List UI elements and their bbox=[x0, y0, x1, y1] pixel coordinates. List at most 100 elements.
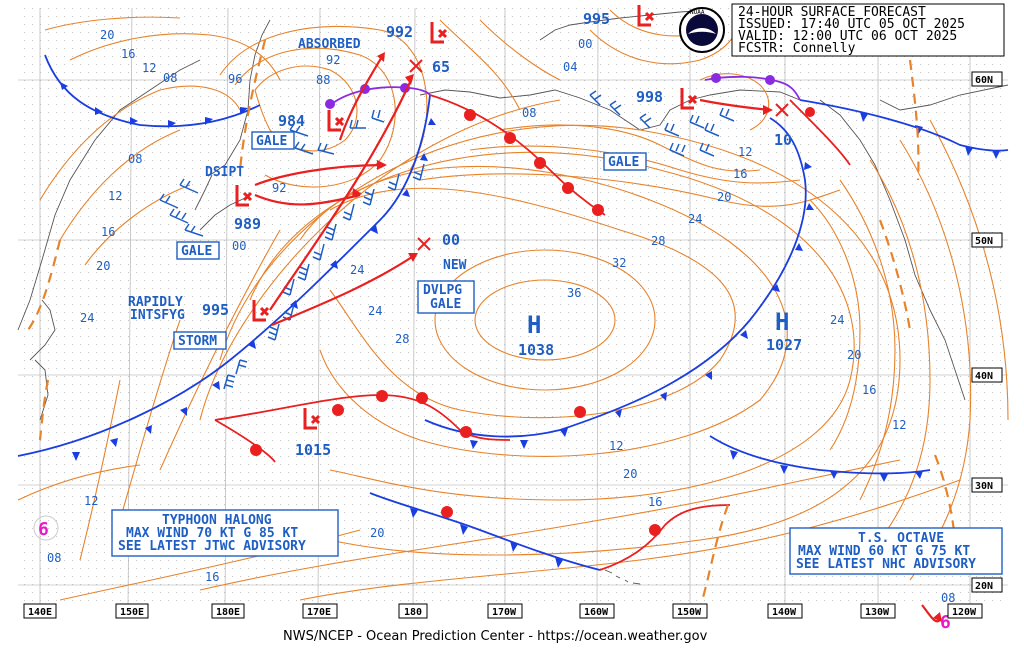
isobar-value: 20 bbox=[100, 28, 114, 42]
dvlpg-tag: DVLPG bbox=[423, 283, 462, 298]
centers: H 1038 H 1027 bbox=[518, 308, 802, 359]
isobar-value: NOAA bbox=[690, 9, 705, 16]
rapidly-label: INTSFYG bbox=[130, 308, 185, 323]
isobar-value: 20 bbox=[370, 526, 384, 540]
isobar-value: 20 bbox=[96, 259, 110, 273]
advisory-line: MAX WIND 60 KT G 75 KT bbox=[798, 544, 970, 559]
isobar-value: 30N bbox=[975, 481, 993, 492]
isobar-value: 08 bbox=[522, 106, 536, 120]
low-pressure: 989 bbox=[234, 215, 261, 233]
isobar-value: 12 bbox=[892, 418, 906, 432]
center-symbol: H bbox=[775, 308, 789, 336]
storm-symbol: 6 bbox=[940, 612, 951, 633]
isobar-value: 08 bbox=[941, 591, 955, 605]
dsipt-label: DSIPT bbox=[205, 165, 244, 180]
isobar-value: 20 bbox=[847, 348, 861, 362]
low-pressure: 995 bbox=[583, 10, 610, 28]
forecast-pressure: 10 bbox=[774, 131, 792, 149]
isobar-value: 24 bbox=[80, 311, 94, 325]
center-symbol: H bbox=[527, 311, 541, 339]
center-pressure: 1027 bbox=[766, 336, 802, 354]
isobar-value: 12 bbox=[84, 494, 98, 508]
isobar-value: 24 bbox=[350, 263, 364, 277]
low-pressure: 992 bbox=[386, 23, 413, 41]
isobar-value: 16 bbox=[121, 47, 135, 61]
advisory-boxes: TYPHOON HALONG MAX WIND 70 KT G 85 KT SE… bbox=[111, 509, 1003, 575]
isobar-value: 170W bbox=[492, 607, 517, 618]
coastlines bbox=[17, 9, 1009, 585]
isobar-value: 140E bbox=[28, 607, 52, 618]
low-pressure: 998 bbox=[636, 88, 663, 106]
isobar-value: 130W bbox=[865, 607, 890, 618]
advisory-line: SEE LATEST JTWC ADVISORY bbox=[118, 539, 306, 554]
lon-labels: 140E 150E 180E 170E 180 170W 160W 150W 1… bbox=[23, 603, 983, 619]
isobar-value: 08 bbox=[163, 71, 177, 85]
isobar-value: 36 bbox=[567, 286, 581, 300]
new-label: NEW bbox=[443, 258, 467, 273]
header-title: 24-HOUR SURFACE FORECAST bbox=[738, 5, 926, 20]
isobar-value: 28 bbox=[651, 234, 665, 248]
isobar-value: 08 bbox=[128, 152, 142, 166]
gale-tag: GALE bbox=[181, 244, 212, 259]
isobar-value: 24 bbox=[688, 212, 702, 226]
low-pressure: 995 bbox=[202, 301, 229, 319]
dvlpg-tag-gale: GALE bbox=[430, 297, 461, 312]
isobar-value: 24 bbox=[830, 313, 844, 327]
lat-labels: 60N 50N 40N 30N 20N bbox=[971, 71, 1003, 593]
advisory-line: MAX WIND 70 KT G 85 KT bbox=[126, 526, 298, 541]
isobar-value: 16 bbox=[101, 225, 115, 239]
absorbed-label: ABSORBED bbox=[298, 37, 361, 52]
isobar-value: 16 bbox=[648, 495, 662, 509]
noaa-logo: NOAA bbox=[679, 7, 725, 53]
isobar-value: 24 bbox=[368, 304, 382, 318]
low-markers bbox=[235, 5, 698, 430]
header-box: 24-HOUR SURFACE FORECAST ISSUED: 17:40 U… bbox=[731, 3, 1005, 57]
gale-tag: GALE bbox=[256, 134, 287, 149]
low-pressure: 984 bbox=[278, 112, 305, 130]
isobar-value: 170E bbox=[307, 607, 331, 618]
isobar-value: 50N bbox=[975, 236, 993, 247]
isobar-value: 96 bbox=[228, 72, 242, 86]
typhoon-symbol: 6 bbox=[33, 515, 59, 541]
advisory-line: SEE LATEST NHC ADVISORY bbox=[796, 557, 976, 572]
isobar-value: 150E bbox=[120, 607, 144, 618]
advisory-line: T.S. OCTAVE bbox=[858, 531, 944, 546]
isobar-value: 120W bbox=[952, 607, 977, 618]
isobar-value: 00 bbox=[578, 37, 592, 51]
isobar-value: 140W bbox=[772, 607, 797, 618]
isobar-value: 12 bbox=[738, 145, 752, 159]
isobar-value: 20 bbox=[717, 190, 731, 204]
warning-tags: GALE GALE GALE STORM DVLPG GALE ABSORBED… bbox=[128, 37, 647, 350]
isobar-value: 04 bbox=[563, 60, 577, 74]
isobar-value: 32 bbox=[612, 256, 626, 270]
troughs bbox=[27, 39, 957, 609]
isobar-values: 20 16 12 08 96 88 92 04 00 08 12 16 20 2… bbox=[47, 28, 955, 605]
warm-front-bumps bbox=[250, 107, 815, 536]
footer-credit: NWS/NCEP - Ocean Prediction Center - htt… bbox=[283, 629, 708, 644]
isobar-value: 40N bbox=[975, 371, 993, 382]
isobar-value: 12 bbox=[142, 61, 156, 75]
isobar-value: 08 bbox=[47, 551, 61, 565]
isobar-value: 20N bbox=[975, 581, 993, 592]
forecast-x-marks bbox=[409, 59, 789, 251]
storm-tag: STORM bbox=[178, 334, 217, 349]
isobar-value: 88 bbox=[316, 73, 330, 87]
header-valid: VALID: 12:00 UTC 06 OCT 2025 bbox=[738, 29, 957, 44]
isobar-value: 180E bbox=[216, 607, 240, 618]
wind-barbs bbox=[159, 90, 735, 390]
isobar-value: 12 bbox=[609, 439, 623, 453]
header-issued: ISSUED: 17:40 UTC 05 OCT 2025 bbox=[738, 17, 965, 32]
isobar-value: 28 bbox=[395, 332, 409, 346]
header-forecaster: FCSTR: Connelly bbox=[738, 41, 856, 56]
isobar-value: 00 bbox=[232, 239, 246, 253]
forecast-pressure: 65 bbox=[432, 58, 450, 76]
isobar-value: 16 bbox=[862, 383, 876, 397]
isobar-value: 92 bbox=[326, 53, 340, 67]
isobar-value: 20 bbox=[623, 467, 637, 481]
track-arrowheads bbox=[352, 52, 942, 622]
advisory-line: TYPHOON HALONG bbox=[162, 513, 272, 528]
rapidly-label: RAPIDLY bbox=[128, 295, 183, 310]
isobar-value: 6 bbox=[940, 612, 951, 633]
isobar-value: 150W bbox=[677, 607, 702, 618]
